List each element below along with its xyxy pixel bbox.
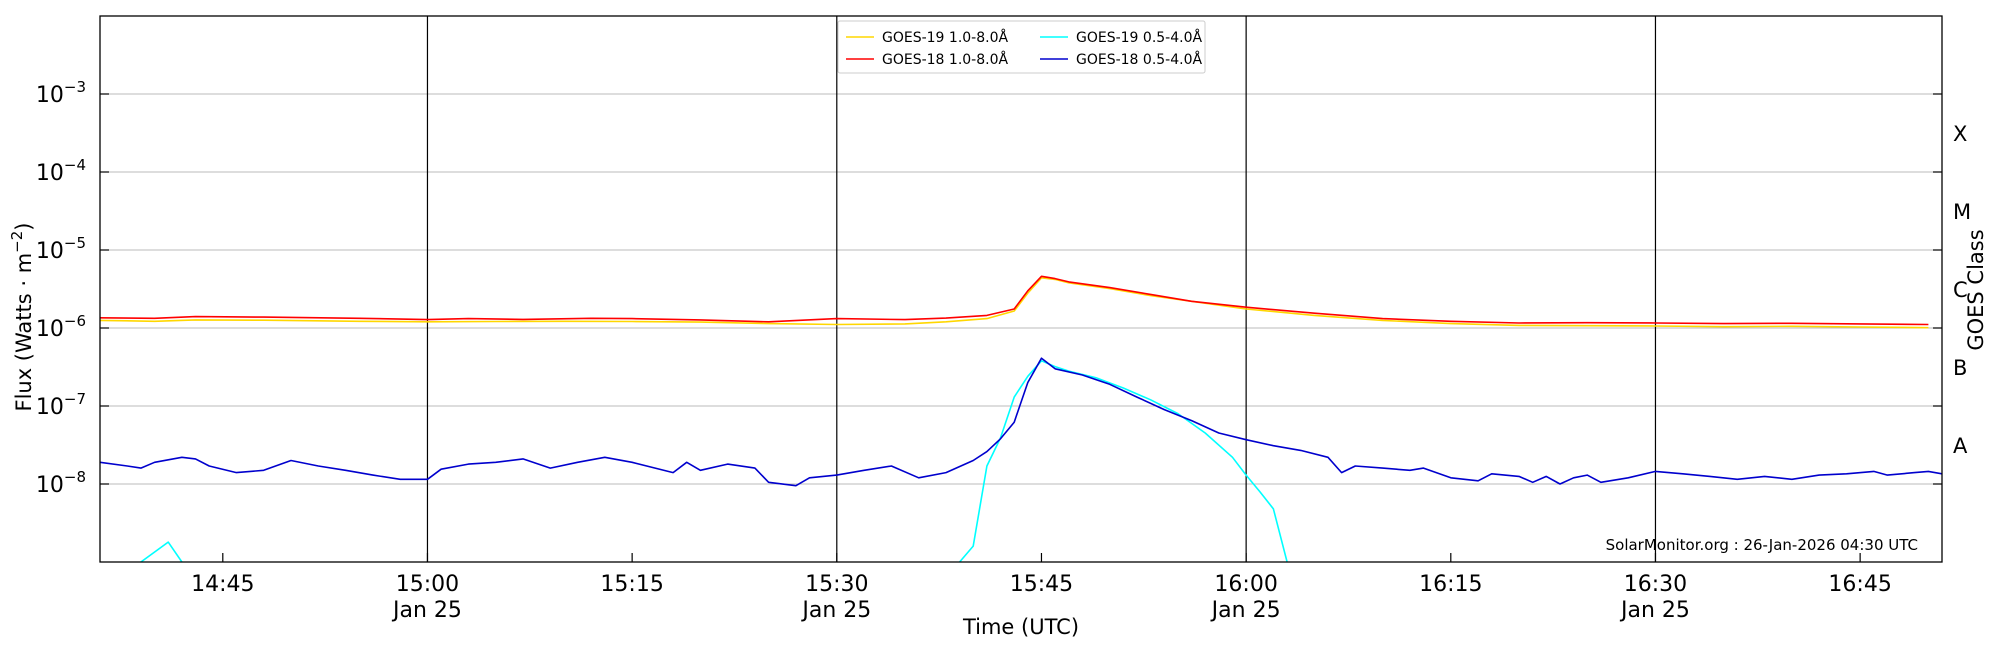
x-tick-label: 16:30 xyxy=(1624,572,1687,597)
x-tick-label: 15:15 xyxy=(600,572,663,597)
x-tick-date-label: Jan 25 xyxy=(800,598,871,623)
x-tick-label: 15:45 xyxy=(1010,572,1073,597)
goes-class-label-c: C xyxy=(1953,278,1968,302)
x-tick-label: 16:15 xyxy=(1419,572,1482,597)
legend-label-goes19-short: GOES-19 0.5-4.0Å xyxy=(1076,29,1202,46)
legend-box xyxy=(837,20,1206,74)
legend-label-goes19-long: GOES-19 1.0-8.0Å xyxy=(882,29,1008,46)
y-tick-label: 10−6 xyxy=(36,312,86,342)
x-tick-label: 16:00 xyxy=(1214,572,1277,597)
right-axis-title: GOES Class xyxy=(1964,229,1988,350)
y-tick-label: 10−5 xyxy=(36,234,86,264)
series-line-goes-18-1-0-8-0 xyxy=(100,275,1929,326)
y-tick-label: 10−8 xyxy=(36,468,86,498)
series-line-goes-18-0-5-4-0 xyxy=(100,357,1942,487)
x-tick-date-label: Jan 25 xyxy=(1619,598,1690,623)
chart-legend: GOES-19 1.0-8.0Å GOES-18 1.0-8.0Å GOES-1… xyxy=(837,20,1206,74)
grid-layer xyxy=(100,93,1942,485)
goes-class-label-b: B xyxy=(1953,356,1967,380)
y-tick-label: 10−7 xyxy=(36,390,86,420)
x-tick-label: 15:00 xyxy=(396,572,459,597)
goes-class-label-a: A xyxy=(1953,434,1968,458)
series-line-goes-19-1-0-8-0 xyxy=(100,277,1929,329)
legend-label-goes18-long: GOES-18 1.0-8.0Å xyxy=(882,51,1008,68)
y-tick-label: 10−3 xyxy=(36,78,86,108)
y-tick-label: 10−4 xyxy=(36,156,86,186)
goes-class-label-x: X xyxy=(1953,122,1967,146)
plot-frame xyxy=(99,15,1943,563)
x-axis-title: Time (UTC) xyxy=(962,615,1079,639)
goes-class-label-m: M xyxy=(1953,200,1971,224)
x-tick-label: 16:45 xyxy=(1828,572,1891,597)
x-tick-date-label: Jan 25 xyxy=(1210,598,1281,623)
series-layer xyxy=(100,275,1942,562)
x-tick-label: 14:45 xyxy=(191,572,254,597)
x-tick-date-label: Jan 25 xyxy=(391,598,462,623)
tick-layer xyxy=(100,93,1942,562)
legend-label-goes18-short: GOES-18 0.5-4.0Å xyxy=(1076,51,1202,68)
series-line-goes-19-0-5-4-0 xyxy=(140,541,183,562)
y-axis-title: Flux (Watts · m−2) xyxy=(8,222,36,411)
x-tick-label: 15:30 xyxy=(805,572,868,597)
watermark-annotation: SolarMonitor.org : 26-Jan-2026 04:30 UTC xyxy=(1606,536,1918,554)
